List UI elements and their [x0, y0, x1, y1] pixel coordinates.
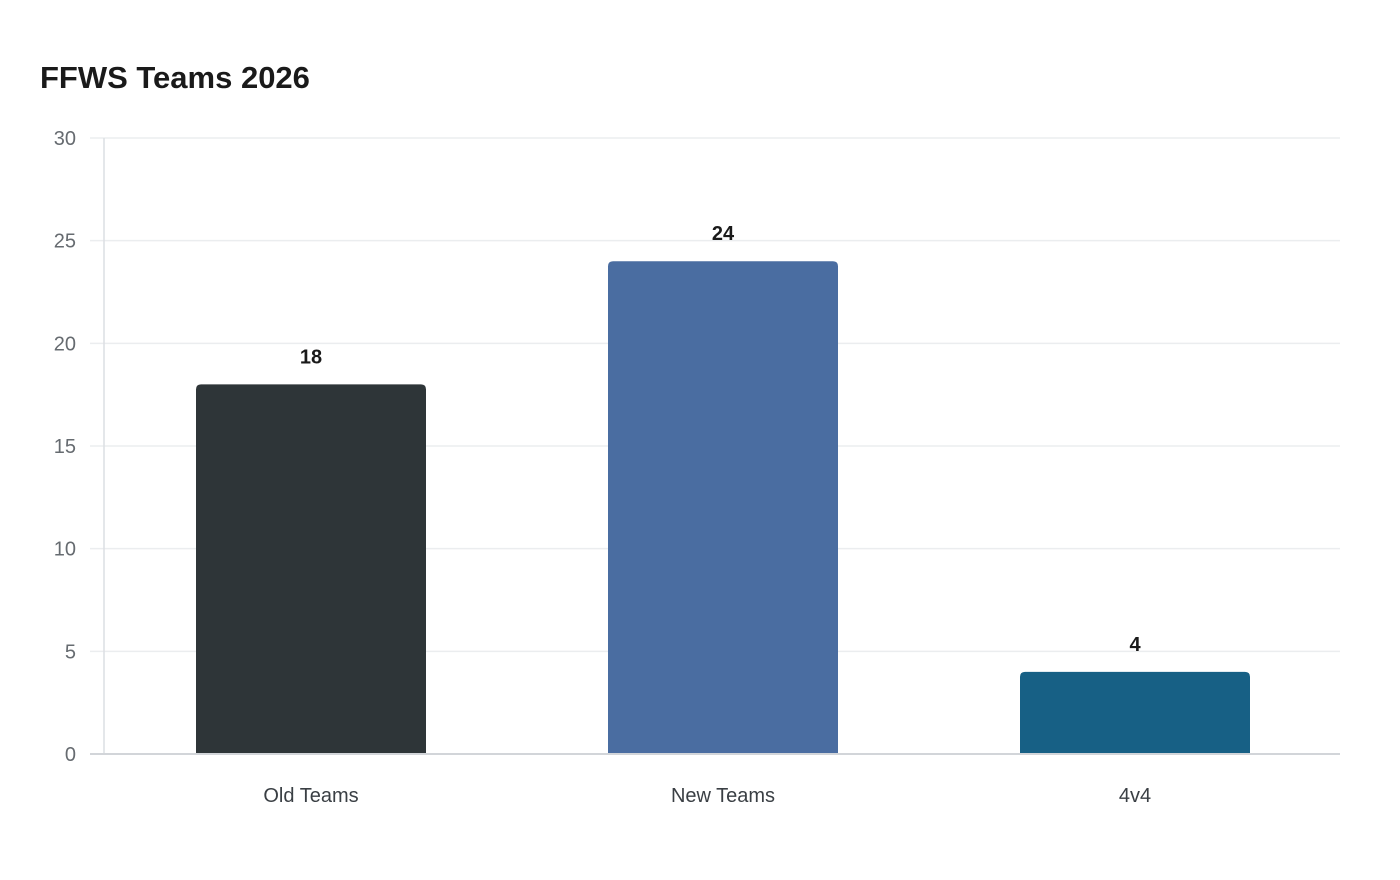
y-tick-label: 10 — [54, 539, 76, 561]
y-tick-label: 5 — [65, 641, 76, 663]
bar-4v4[interactable] — [1020, 671, 1250, 754]
bar-value-label: 4 — [1129, 634, 1141, 656]
x-axis-labels: Old Teams New Teams 4v4 — [263, 785, 1151, 807]
y-axis-ticks: 0 5 10 15 20 25 30 — [54, 128, 76, 766]
bar-old-teams[interactable] — [196, 384, 426, 754]
bars: 18 24 4 — [196, 223, 1250, 754]
y-tick-label: 0 — [65, 744, 76, 766]
chart-title: FFWS Teams 2026 — [40, 60, 310, 95]
x-category-label: New Teams — [671, 785, 775, 807]
y-tick-label: 30 — [54, 128, 76, 150]
x-category-label: 4v4 — [1119, 785, 1151, 807]
y-tick-label: 25 — [54, 231, 76, 253]
bar-value-label: 24 — [712, 223, 735, 245]
bar-new-teams[interactable] — [608, 261, 838, 754]
y-tick-label: 15 — [54, 436, 76, 458]
x-category-label: Old Teams — [263, 785, 358, 807]
bar-value-label: 18 — [300, 346, 322, 368]
y-tick-label: 20 — [54, 333, 76, 355]
